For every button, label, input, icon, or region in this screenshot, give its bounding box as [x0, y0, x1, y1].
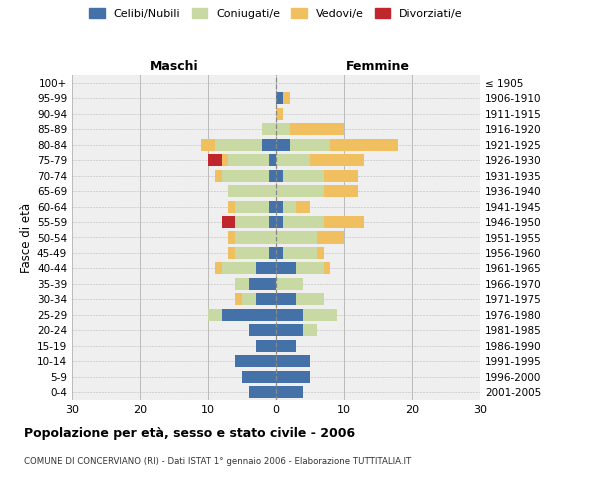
Bar: [235, 216, 269, 228]
Bar: [215, 170, 221, 181]
Bar: [276, 232, 317, 243]
Bar: [323, 216, 364, 228]
Bar: [331, 138, 398, 150]
Bar: [269, 200, 276, 212]
Bar: [276, 371, 310, 383]
Y-axis label: Fasce di età: Fasce di età: [20, 202, 33, 272]
Bar: [269, 154, 276, 166]
Y-axis label: Anni di nascita: Anni di nascita: [598, 196, 600, 279]
Bar: [276, 294, 296, 306]
Bar: [269, 247, 276, 259]
Bar: [283, 247, 317, 259]
Bar: [290, 123, 344, 135]
Bar: [276, 92, 283, 104]
Bar: [249, 278, 276, 290]
Bar: [242, 294, 256, 306]
Bar: [283, 170, 323, 181]
Bar: [310, 154, 364, 166]
Bar: [276, 138, 290, 150]
Bar: [215, 138, 262, 150]
Bar: [208, 309, 221, 321]
Bar: [235, 278, 249, 290]
Bar: [317, 232, 344, 243]
Bar: [283, 200, 296, 212]
Bar: [249, 386, 276, 398]
Bar: [290, 138, 331, 150]
Bar: [215, 262, 221, 274]
Bar: [221, 170, 269, 181]
Bar: [229, 200, 235, 212]
Bar: [323, 170, 358, 181]
Bar: [276, 170, 283, 181]
Text: Popolazione per età, sesso e stato civile - 2006: Popolazione per età, sesso e stato civil…: [24, 428, 355, 440]
Bar: [283, 216, 323, 228]
Bar: [276, 340, 296, 352]
Bar: [256, 340, 276, 352]
Bar: [296, 262, 323, 274]
Bar: [269, 216, 276, 228]
Bar: [276, 262, 296, 274]
Bar: [256, 262, 276, 274]
Bar: [235, 200, 269, 212]
Bar: [276, 324, 303, 336]
Bar: [276, 216, 283, 228]
Bar: [235, 247, 269, 259]
Bar: [276, 200, 283, 212]
Bar: [262, 138, 276, 150]
Text: Maschi: Maschi: [149, 60, 199, 72]
Text: COMUNE DI CONCERVIANO (RI) - Dati ISTAT 1° gennaio 2006 - Elaborazione TUTTITALI: COMUNE DI CONCERVIANO (RI) - Dati ISTAT …: [24, 458, 411, 466]
Bar: [269, 170, 276, 181]
Bar: [249, 324, 276, 336]
Bar: [276, 185, 323, 197]
Bar: [229, 232, 235, 243]
Bar: [208, 154, 221, 166]
Bar: [296, 294, 323, 306]
Bar: [229, 154, 269, 166]
Bar: [276, 154, 310, 166]
Bar: [283, 92, 290, 104]
Legend: Celibi/Nubili, Coniugati/e, Vedovi/e, Divorziati/e: Celibi/Nubili, Coniugati/e, Vedovi/e, Di…: [89, 8, 463, 19]
Bar: [229, 185, 276, 197]
Bar: [221, 154, 229, 166]
Bar: [276, 356, 310, 368]
Bar: [276, 123, 290, 135]
Bar: [221, 262, 256, 274]
Bar: [276, 386, 303, 398]
Bar: [296, 200, 310, 212]
Bar: [323, 262, 331, 274]
Bar: [303, 324, 317, 336]
Bar: [262, 123, 276, 135]
Bar: [242, 371, 276, 383]
Bar: [221, 216, 235, 228]
Bar: [276, 108, 283, 120]
Bar: [276, 309, 303, 321]
Bar: [303, 309, 337, 321]
Bar: [256, 294, 276, 306]
Bar: [235, 356, 276, 368]
Bar: [276, 247, 283, 259]
Bar: [201, 138, 215, 150]
Bar: [276, 278, 303, 290]
Text: Femmine: Femmine: [346, 60, 410, 72]
Bar: [235, 232, 276, 243]
Bar: [235, 294, 242, 306]
Bar: [323, 185, 358, 197]
Bar: [221, 309, 276, 321]
Bar: [317, 247, 323, 259]
Bar: [229, 247, 235, 259]
